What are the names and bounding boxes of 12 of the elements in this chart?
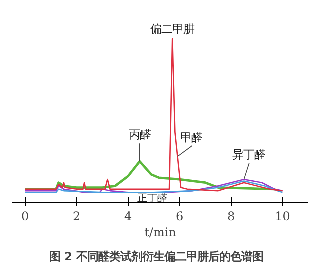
text: 图 2 不同醛类试剂衍生偏二甲肼后的色谱图 (50, 250, 264, 264)
annotation: 甲醛 (180, 130, 203, 145)
x-tick-label: 8 (227, 210, 236, 224)
annotation: 偏二甲肼 (150, 22, 195, 36)
x-axis-title: t/min (144, 226, 177, 240)
x-tick-label: 2 (73, 210, 81, 224)
x-tick-label: 4 (124, 210, 133, 224)
x-tick-label: 10 (275, 210, 290, 224)
annotation: 异丁醛 (232, 148, 266, 162)
x-tick-label: 6 (176, 210, 184, 224)
annotation: 丙醛 (128, 128, 151, 142)
x-tick-label: 0 (22, 210, 30, 224)
